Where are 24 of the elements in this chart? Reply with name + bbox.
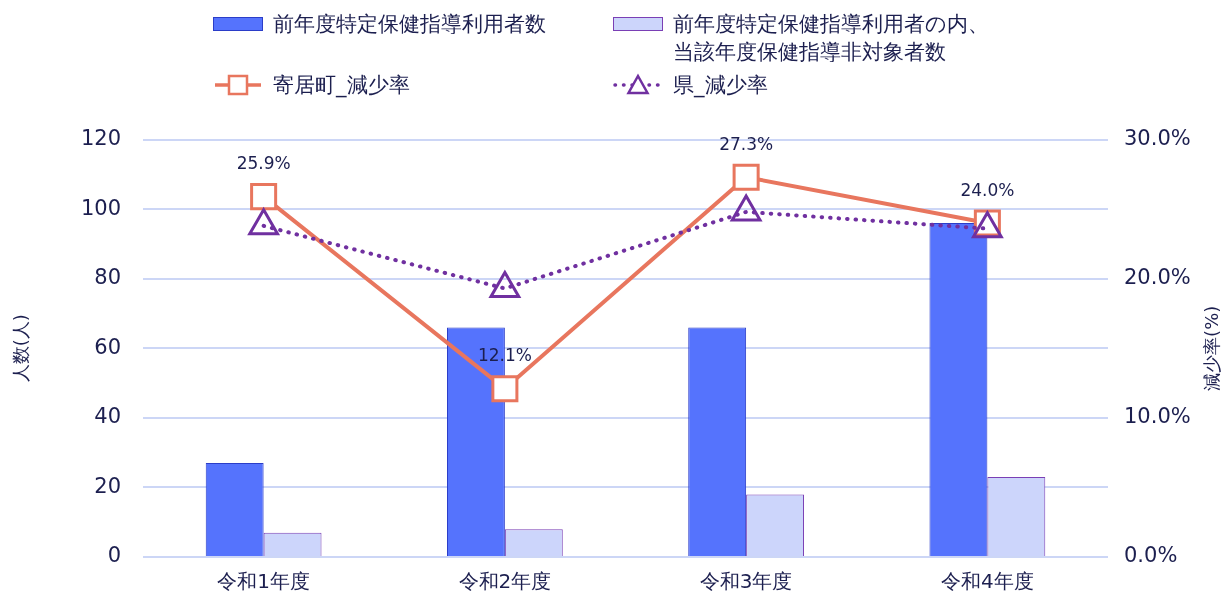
data-label: 25.9% xyxy=(236,153,291,174)
y-tick-label: 120 xyxy=(80,126,121,151)
y-axis-title: 人数(人) xyxy=(10,314,32,383)
y-tick-label: 0 xyxy=(107,543,121,568)
x-tick-label: 令和1年度 xyxy=(217,569,310,594)
x-tick-label: 令和3年度 xyxy=(699,569,793,594)
data-label: 27.3% xyxy=(719,133,774,154)
y2-tick-label: 0.0% xyxy=(1124,543,1178,568)
legend-label: 前年度特定保健指導利用者数 xyxy=(273,11,546,38)
data-label: 24.0% xyxy=(960,179,1015,200)
y2-axis-title: 減少率(%) xyxy=(1200,305,1222,391)
legend-label: 前年度特定保健指導利用者の内、当該年度保健指導非対象者数 xyxy=(673,11,990,66)
x-tick-label: 令和4年度 xyxy=(941,569,1034,594)
y-tick-label: 20 xyxy=(94,473,121,498)
y2-tick-label: 20.0% xyxy=(1124,265,1191,290)
legend-label: 寄居町_減少率 xyxy=(273,72,410,99)
legend-label: 県_減少率 xyxy=(673,72,768,99)
y2-tick-label: 10.0% xyxy=(1124,404,1191,429)
y-tick-label: 80 xyxy=(94,265,121,290)
y2-tick-label: 30.0% xyxy=(1124,126,1191,151)
y-tick-label: 60 xyxy=(94,334,121,359)
y-tick-label: 40 xyxy=(94,404,121,429)
y-tick-label: 100 xyxy=(80,195,121,220)
x-tick-label: 令和2年度 xyxy=(458,569,552,594)
